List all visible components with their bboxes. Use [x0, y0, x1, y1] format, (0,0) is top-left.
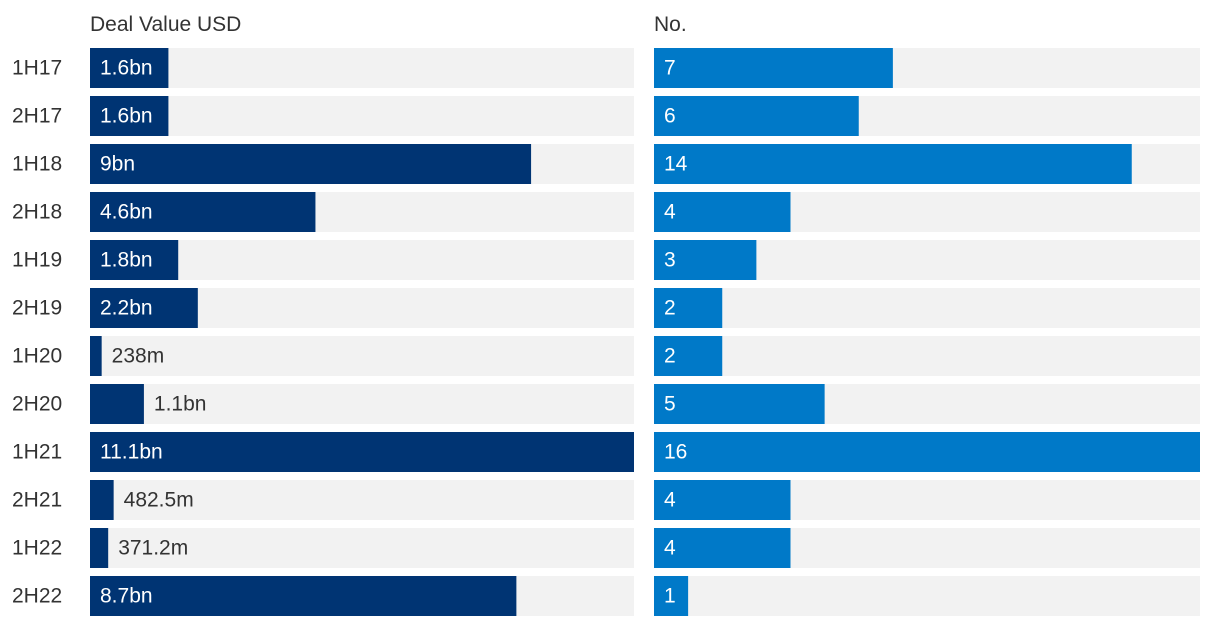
data-label: 2.2bn [100, 297, 153, 320]
data-label: 2 [664, 297, 676, 320]
data-label: 14 [664, 153, 688, 176]
bar [90, 336, 102, 376]
data-label: 1.6bn [100, 57, 153, 80]
category-label: 1H17 [12, 57, 62, 80]
category-label: 2H19 [12, 297, 62, 320]
data-label: 3 [664, 249, 676, 272]
data-label: 4 [664, 201, 676, 224]
bar [654, 576, 689, 616]
bar-track [90, 240, 634, 280]
bar [90, 480, 114, 520]
bar [654, 288, 723, 328]
bar [90, 96, 169, 136]
bar-track [90, 336, 634, 376]
bar-track [654, 336, 1200, 376]
panel-title: No. [654, 13, 687, 36]
bar [654, 480, 791, 520]
bar [654, 240, 757, 280]
bar-track [90, 528, 634, 568]
bar-track [90, 48, 634, 88]
bar [654, 48, 893, 88]
data-label: 4 [664, 489, 676, 512]
data-label: 238m [112, 345, 165, 368]
data-label: 1.1bn [154, 393, 207, 416]
bar [90, 384, 144, 424]
data-label: 482.5m [124, 489, 194, 512]
category-label: 1H20 [12, 345, 62, 368]
bar [654, 96, 859, 136]
bar [654, 192, 791, 232]
data-label: 2 [664, 345, 676, 368]
bar [90, 144, 532, 184]
data-label: 1.6bn [100, 105, 153, 128]
category-label: 1H19 [12, 249, 62, 272]
data-label: 11.1bn [100, 441, 163, 464]
category-label: 2H17 [12, 105, 62, 128]
bar [654, 432, 1200, 472]
category-label: 2H20 [12, 393, 62, 416]
data-label: 371.2m [118, 537, 188, 560]
data-label: 16 [664, 441, 687, 464]
data-label: 1 [664, 585, 676, 608]
data-label: 8.7bn [100, 585, 153, 608]
bar [654, 144, 1132, 184]
data-label: 6 [664, 105, 676, 128]
bar [90, 240, 179, 280]
category-label: 1H21 [12, 441, 62, 464]
bar-track [654, 288, 1200, 328]
data-label: 5 [664, 393, 676, 416]
category-label: 1H22 [12, 537, 62, 560]
bar [90, 48, 169, 88]
bar [90, 528, 109, 568]
category-label: 2H18 [12, 201, 62, 224]
category-label: 2H22 [12, 585, 62, 608]
category-label: 2H21 [12, 489, 62, 512]
bar [654, 336, 723, 376]
bar-track [90, 480, 634, 520]
bar [90, 192, 316, 232]
bar [90, 432, 634, 472]
data-label: 7 [664, 57, 676, 80]
bar-track [90, 384, 634, 424]
data-label: 1.8bn [100, 249, 153, 272]
bar [90, 288, 198, 328]
bar-track [90, 96, 634, 136]
bar-track [654, 576, 1200, 616]
data-label: 4.6bn [100, 201, 153, 224]
bar [90, 576, 517, 616]
data-label: 9bn [100, 153, 135, 176]
data-label: 4 [664, 537, 676, 560]
bar [654, 528, 791, 568]
bar [654, 384, 825, 424]
category-label: 1H18 [12, 153, 62, 176]
panel-title: Deal Value USD [90, 13, 241, 36]
